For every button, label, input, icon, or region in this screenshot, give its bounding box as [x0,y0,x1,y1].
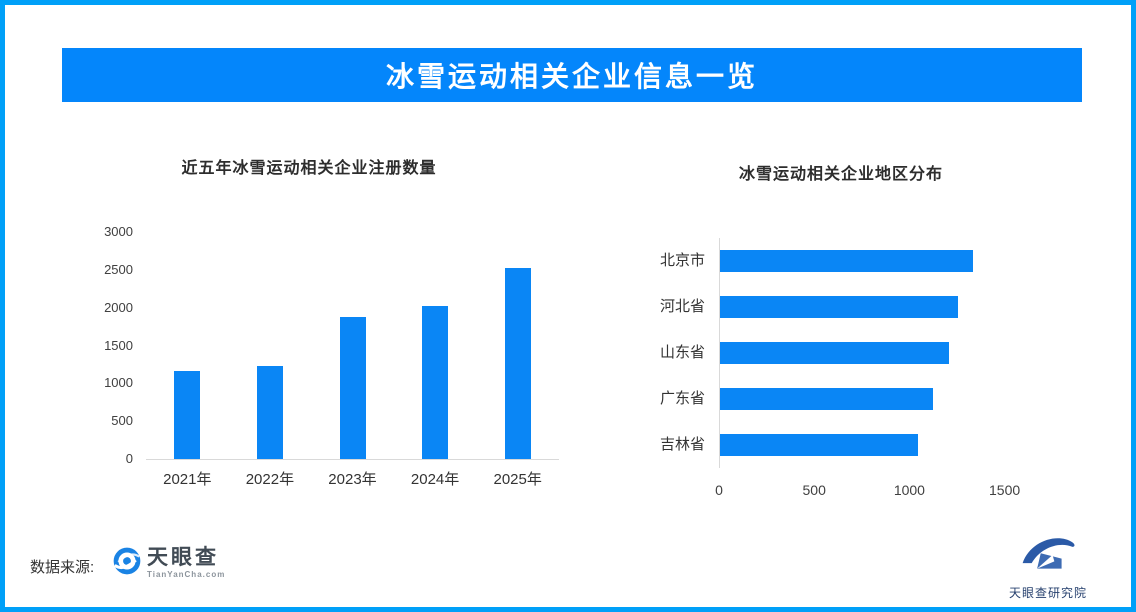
registration-y-tick-label: 3000 [104,224,133,239]
region-bar [720,434,918,456]
tianyancha-logo-name: 天眼查 [147,546,219,569]
registration-x-label: 2023年 [328,471,377,488]
registration-y-tick-label: 1000 [104,375,133,391]
registration-chart-title: 近五年冰雪运动相关企业注册数量 [181,160,437,177]
registration-bar [504,268,531,459]
region-bar [720,388,934,410]
region-category-label: 河北省 [659,298,705,315]
tianyancha-logo-domain: TianYanCha.com [147,570,226,579]
header-banner: 冰雪运动相关企业信息一览 [62,48,1082,102]
region-category-label: 山东省 [659,344,705,361]
registration-bar [174,370,201,459]
region-bar [720,342,949,364]
registration-y-tick-label: 2000 [104,299,133,315]
registration-bar [339,316,366,459]
data-source-label: 数据来源: [30,559,95,576]
tianyancha-logo: 天眼查 TianYanCha.com [113,547,225,579]
registration-x-label: 2024年 [410,471,460,488]
region-bar [720,250,974,272]
institute-logo-name: 天眼查研究院 [1008,586,1087,600]
registration-x-label: 2022年 [245,471,295,488]
region-category-label: 北京市 [659,252,705,269]
region-x-tick-label: 0 [715,482,723,498]
registration-y-tick-label: 2500 [104,261,133,277]
registration-y-tick-label: 1500 [104,337,133,353]
registration-x-label: 2025年 [493,471,542,488]
region-x-tick-label: 1500 [989,482,1021,498]
registration-x-label: 2021年 [163,471,212,488]
tianyancha-logo-text-group: 天眼查 TianYanCha.com [147,547,225,579]
registration-chart: 近五年冰雪运动相关企业注册数量 0 500 1000 1500 2000 2500 3000… [62,140,622,510]
registration-y-tick-label: 500 [111,413,133,429]
region-category-label: 吉林省 [659,436,705,453]
registration-y-tick-label: 0 [125,451,133,466]
institute-logo: 天眼查研究院 [998,534,1098,601]
page-title: 冰雪运动相关企业信息一览 [385,61,758,92]
region-chart-title: 冰雪运动相关企业地区分布 [738,166,943,183]
region-chart-axis-line [719,238,720,468]
tianyancha-eye-icon [113,547,141,575]
region-bar [720,296,958,318]
region-x-tick-label: 1000 [893,482,925,498]
region-category-label: 广东省 [659,390,705,407]
region-chart: 冰雪运动相关企业地区分布 北京市河北省山东省广东省吉林省 0 500 1000 1500 [640,140,1110,510]
registration-bar [422,306,449,459]
institute-swoosh-icon [1022,538,1075,569]
registration-chart-plot [146,232,559,460]
region-x-tick-label: 500 [802,482,826,498]
registration-bar [256,365,283,459]
